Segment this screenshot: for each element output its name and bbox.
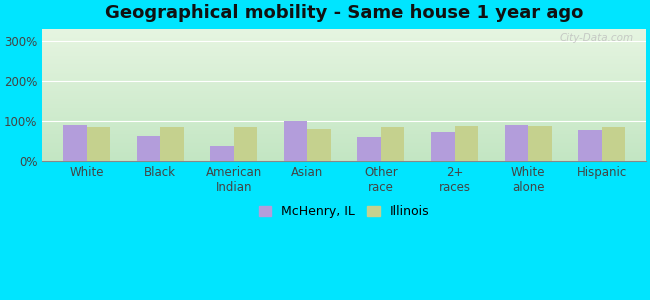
Bar <box>528 126 552 161</box>
Bar <box>454 126 478 161</box>
Bar <box>307 129 331 161</box>
Bar <box>578 130 602 161</box>
Bar <box>504 125 528 161</box>
Bar <box>160 127 184 161</box>
Bar <box>234 127 257 161</box>
Bar <box>86 127 110 161</box>
Bar <box>358 137 381 161</box>
Title: Geographical mobility - Same house 1 year ago: Geographical mobility - Same house 1 yea… <box>105 4 583 22</box>
Legend: McHenry, IL, Illinois: McHenry, IL, Illinois <box>259 205 430 218</box>
Bar <box>136 136 160 161</box>
Bar <box>602 127 625 161</box>
Bar <box>63 125 86 161</box>
Bar <box>381 127 404 161</box>
Bar <box>210 146 234 161</box>
Bar <box>284 121 307 161</box>
Text: City-Data.com: City-Data.com <box>560 33 634 43</box>
Bar <box>431 132 454 161</box>
